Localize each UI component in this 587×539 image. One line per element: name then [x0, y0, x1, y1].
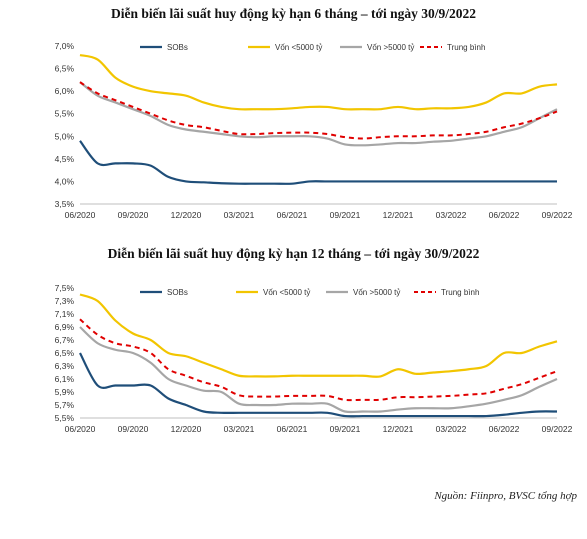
chart-title-6-month: Diễn biến lãi suất huy động kỳ hạn 6 thá…	[111, 6, 476, 21]
series-line	[79, 81, 558, 147]
x-tick-label: 09/2022	[542, 424, 573, 434]
x-tick-label: 12/2020	[171, 210, 202, 220]
x-tick-label: 03/2022	[436, 424, 467, 434]
legend: SOBs Vốn <5000 tỷ Vốn >5000 tỷ Trung bình	[140, 43, 485, 52]
legend-label: Trung bình	[447, 43, 485, 52]
y-tick-label: 6,0%	[55, 86, 75, 96]
series-line	[79, 53, 558, 111]
x-tick-label: 06/2021	[277, 424, 308, 434]
y-tick-label: 7,0%	[55, 41, 75, 51]
y-tick-label: 3,5%	[55, 199, 75, 209]
x-tick-label: 09/2021	[330, 424, 361, 434]
legend-item: Vốn <5000 tỷ	[236, 288, 310, 297]
y-tick-label: 6,5%	[55, 348, 75, 358]
series-line	[79, 352, 558, 418]
y-tick-label: 4,0%	[55, 176, 75, 186]
x-tick-label: 12/2021	[383, 210, 414, 220]
y-tick-label: 7,1%	[55, 309, 75, 319]
source-note: Nguồn: Fiinpro, BVSC tổng hợp	[434, 490, 577, 502]
x-tick-label: 12/2021	[383, 424, 414, 434]
x-tick-label: 09/2020	[118, 424, 149, 434]
y-tick-label: 5,9%	[55, 387, 75, 397]
x-tick-label: 06/2020	[65, 210, 96, 220]
legend-label: Vốn >5000 tỷ	[367, 43, 414, 52]
x-tick-label: 09/2021	[330, 210, 361, 220]
legend-label: SOBs	[167, 43, 188, 52]
x-tick-label: 06/2020	[65, 424, 96, 434]
y-tick-label: 5,7%	[55, 400, 75, 410]
legend-item: SOBs	[140, 288, 188, 297]
y-tick-label: 7,5%	[55, 283, 75, 293]
y-tick-label: 6,1%	[55, 374, 75, 384]
x-tick-label: 03/2021	[224, 424, 255, 434]
y-tick-label: 6,5%	[55, 64, 75, 74]
x-tick-label: 09/2020	[118, 210, 149, 220]
series-line	[79, 81, 558, 140]
legend-label: Trung bình	[441, 288, 479, 297]
x-tick-label: 06/2021	[277, 210, 308, 220]
legend-item: Trung bình	[420, 43, 485, 52]
y-tick-label: 6,3%	[55, 361, 75, 371]
series-line	[79, 140, 557, 185]
legend-label: Vốn <5000 tỷ	[275, 43, 322, 52]
y-tick-label: 7,3%	[55, 296, 75, 306]
legend-label: Vốn >5000 tỷ	[353, 288, 400, 297]
legend-item: SOBs	[140, 43, 188, 52]
chart-12-month-rates: SOBs Vốn <5000 tỷ Vốn >5000 tỷ Trung bình 5,…	[55, 283, 573, 434]
x-tick-label: 06/2022	[489, 424, 520, 434]
legend-item: Trung bình	[414, 288, 479, 297]
y-tick-label: 4,5%	[55, 154, 75, 164]
series-line	[79, 293, 558, 378]
legend-item: Vốn <5000 tỷ	[248, 43, 322, 52]
x-tick-label: 03/2022	[436, 210, 467, 220]
y-tick-label: 6,7%	[55, 335, 75, 345]
chart-title-12-month: Diễn biến lãi suất huy động kỳ hạn 12 th…	[107, 246, 480, 261]
legend: SOBs Vốn <5000 tỷ Vốn >5000 tỷ Trung bình	[140, 288, 479, 297]
legend-label: Vốn <5000 tỷ	[263, 288, 310, 297]
series-line	[79, 318, 558, 402]
x-tick-label: 03/2021	[224, 210, 255, 220]
legend-label: SOBs	[167, 288, 188, 297]
y-tick-label: 5,5%	[55, 109, 75, 119]
chart-6-month-rates: SOBs Vốn <5000 tỷ Vốn >5000 tỷ Trung bình 3,…	[55, 41, 573, 220]
y-tick-label: 6,9%	[55, 322, 75, 332]
legend-item: Vốn >5000 tỷ	[340, 43, 414, 52]
x-tick-label: 06/2022	[489, 210, 520, 220]
legend-item: Vốn >5000 tỷ	[326, 288, 400, 297]
y-tick-label: 5,0%	[55, 131, 75, 141]
y-tick-label: 5,5%	[55, 413, 75, 423]
x-tick-label: 09/2022	[542, 210, 573, 220]
series-line	[79, 326, 558, 414]
x-tick-label: 12/2020	[171, 424, 202, 434]
